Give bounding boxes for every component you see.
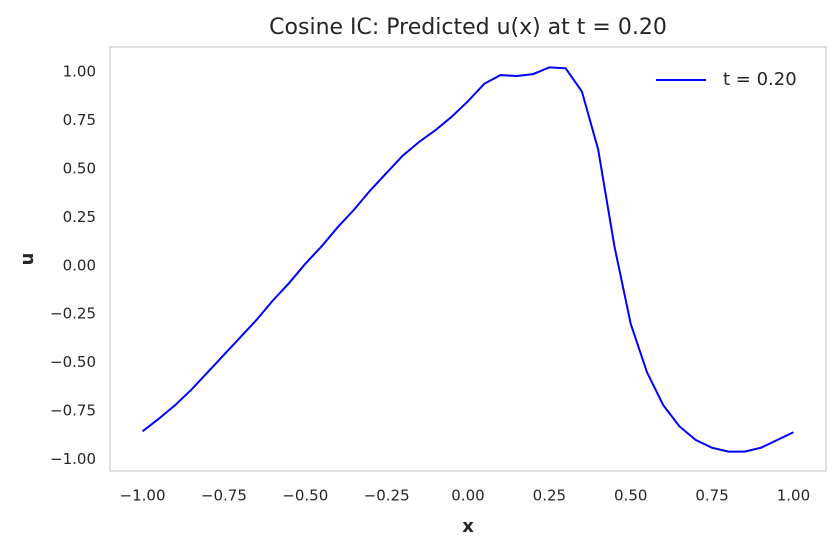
y-tick-label: −0.25 <box>50 305 96 323</box>
y-tick-label: 0.75 <box>63 111 96 129</box>
y-tick-label: −1.00 <box>50 450 96 468</box>
plot-frame <box>109 46 827 472</box>
x-tick-label: 1.00 <box>777 487 810 505</box>
x-axis-label: x <box>462 516 474 537</box>
x-tick-label: 0.25 <box>533 487 566 505</box>
chart-title: Cosine IC: Predicted u(x) at t = 0.20 <box>269 15 667 40</box>
y-axis-label: u <box>17 253 38 266</box>
x-tick-label: 0.75 <box>695 487 728 505</box>
y-tick-label: −0.50 <box>50 353 96 371</box>
line <box>141 66 794 453</box>
y-tick-label: 0.50 <box>63 159 96 177</box>
x-tick-label: −0.25 <box>364 487 410 505</box>
x-tick-label: −0.75 <box>201 487 247 505</box>
x-tick-label: −1.00 <box>120 487 166 505</box>
y-tick-label: 0.00 <box>63 256 96 274</box>
x-tick-label: 0.50 <box>614 487 647 505</box>
y-tick-label: 0.25 <box>63 208 96 226</box>
y-tick-label: −0.75 <box>50 401 96 419</box>
y-tick-label: 1.00 <box>63 63 96 81</box>
x-tick-label: −0.50 <box>282 487 328 505</box>
x-tick-label: 0.00 <box>451 487 484 505</box>
legend-label: t = 0.20 <box>723 69 797 90</box>
